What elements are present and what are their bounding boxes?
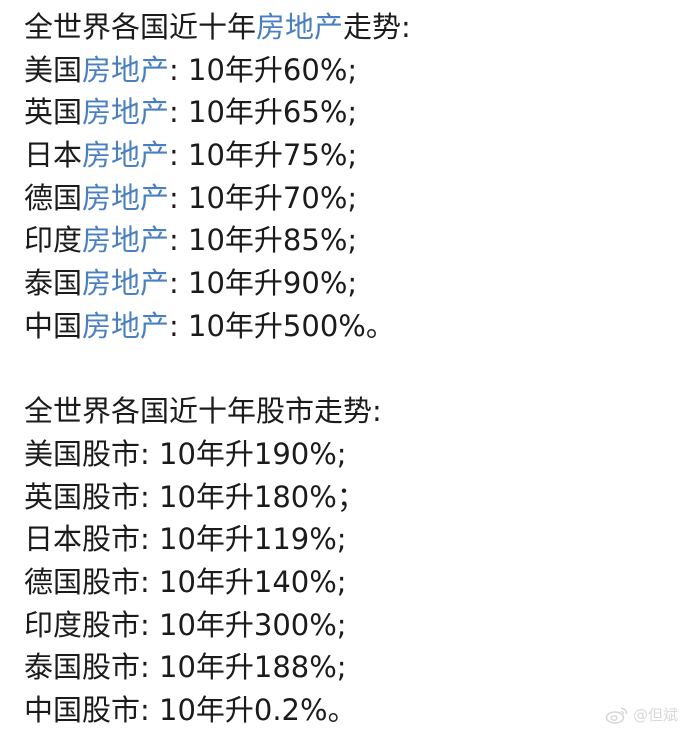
stock-row-thailand: 泰国股市: 10年升188%; bbox=[24, 650, 347, 685]
country-label: 泰国 bbox=[24, 266, 83, 301]
country-label: 日本 bbox=[24, 138, 83, 173]
weibo-watermark: @但斌 bbox=[605, 704, 678, 725]
real-estate-row-china: 中国房地产: 10年升500%。 bbox=[24, 305, 674, 348]
stock-row-us: 美国股市: 10年升190%; bbox=[24, 436, 347, 471]
growth-text: : 10年升85%; bbox=[169, 223, 358, 258]
section-spacer bbox=[24, 348, 674, 391]
stock-row-uk: 英国股市: 10年升180%； bbox=[24, 479, 366, 514]
stock-row-japan: 日本股市: 10年升119%; bbox=[24, 522, 347, 557]
country-label: 美国 bbox=[24, 52, 83, 87]
growth-text: : 10年升60%; bbox=[169, 52, 358, 87]
post-content: 全世界各国近十年房地产走势: 美国房地产: 10年升60%; 英国房地产: 10… bbox=[24, 6, 674, 732]
country-label: 英国 bbox=[24, 95, 83, 130]
heading-prefix: 全世界各国近十年 bbox=[24, 10, 257, 44]
country-label: 德国 bbox=[24, 180, 83, 215]
country-label: 印度 bbox=[24, 223, 83, 258]
real-estate-link[interactable]: 房地产 bbox=[82, 52, 170, 87]
weibo-logo-icon bbox=[605, 705, 629, 725]
real-estate-link[interactable]: 房地产 bbox=[256, 10, 344, 44]
real-estate-link[interactable]: 房地产 bbox=[82, 223, 170, 258]
real-estate-link[interactable]: 房地产 bbox=[82, 266, 170, 301]
real-estate-link[interactable]: 房地产 bbox=[82, 95, 170, 130]
watermark-text: @但斌 bbox=[632, 706, 678, 724]
growth-text: : 10年升65%; bbox=[169, 95, 358, 130]
real-estate-row-india: 印度房地产: 10年升85%; bbox=[24, 219, 674, 262]
real-estate-row-thailand: 泰国房地产: 10年升90%; bbox=[24, 262, 674, 305]
stock-row-china: 中国股市: 10年升0.2%。 bbox=[24, 693, 357, 727]
heading-suffix: 走势: bbox=[343, 10, 411, 44]
stock-market-heading: 全世界各国近十年股市走势: bbox=[24, 394, 382, 429]
growth-text: : 10年升70%; bbox=[169, 180, 358, 215]
real-estate-link[interactable]: 房地产 bbox=[82, 308, 170, 343]
real-estate-link[interactable]: 房地产 bbox=[82, 138, 170, 173]
stock-row-germany: 德国股市: 10年升140%; bbox=[24, 564, 347, 599]
real-estate-row-germany: 德国房地产: 10年升70%; bbox=[24, 177, 674, 220]
real-estate-link[interactable]: 房地产 bbox=[82, 180, 170, 215]
real-estate-row-us: 美国房地产: 10年升60%; bbox=[24, 49, 674, 92]
real-estate-heading: 全世界各国近十年房地产走势: bbox=[24, 6, 674, 49]
stock-row-india: 印度股市: 10年升300%; bbox=[24, 607, 347, 642]
growth-text: : 10年升75%; bbox=[169, 138, 358, 173]
country-label: 中国 bbox=[24, 308, 83, 343]
real-estate-row-japan: 日本房地产: 10年升75%; bbox=[24, 134, 674, 177]
growth-text: : 10年升90%; bbox=[169, 266, 358, 301]
real-estate-row-uk: 英国房地产: 10年升65%; bbox=[24, 91, 674, 134]
growth-text: : 10年升500%。 bbox=[169, 308, 395, 343]
